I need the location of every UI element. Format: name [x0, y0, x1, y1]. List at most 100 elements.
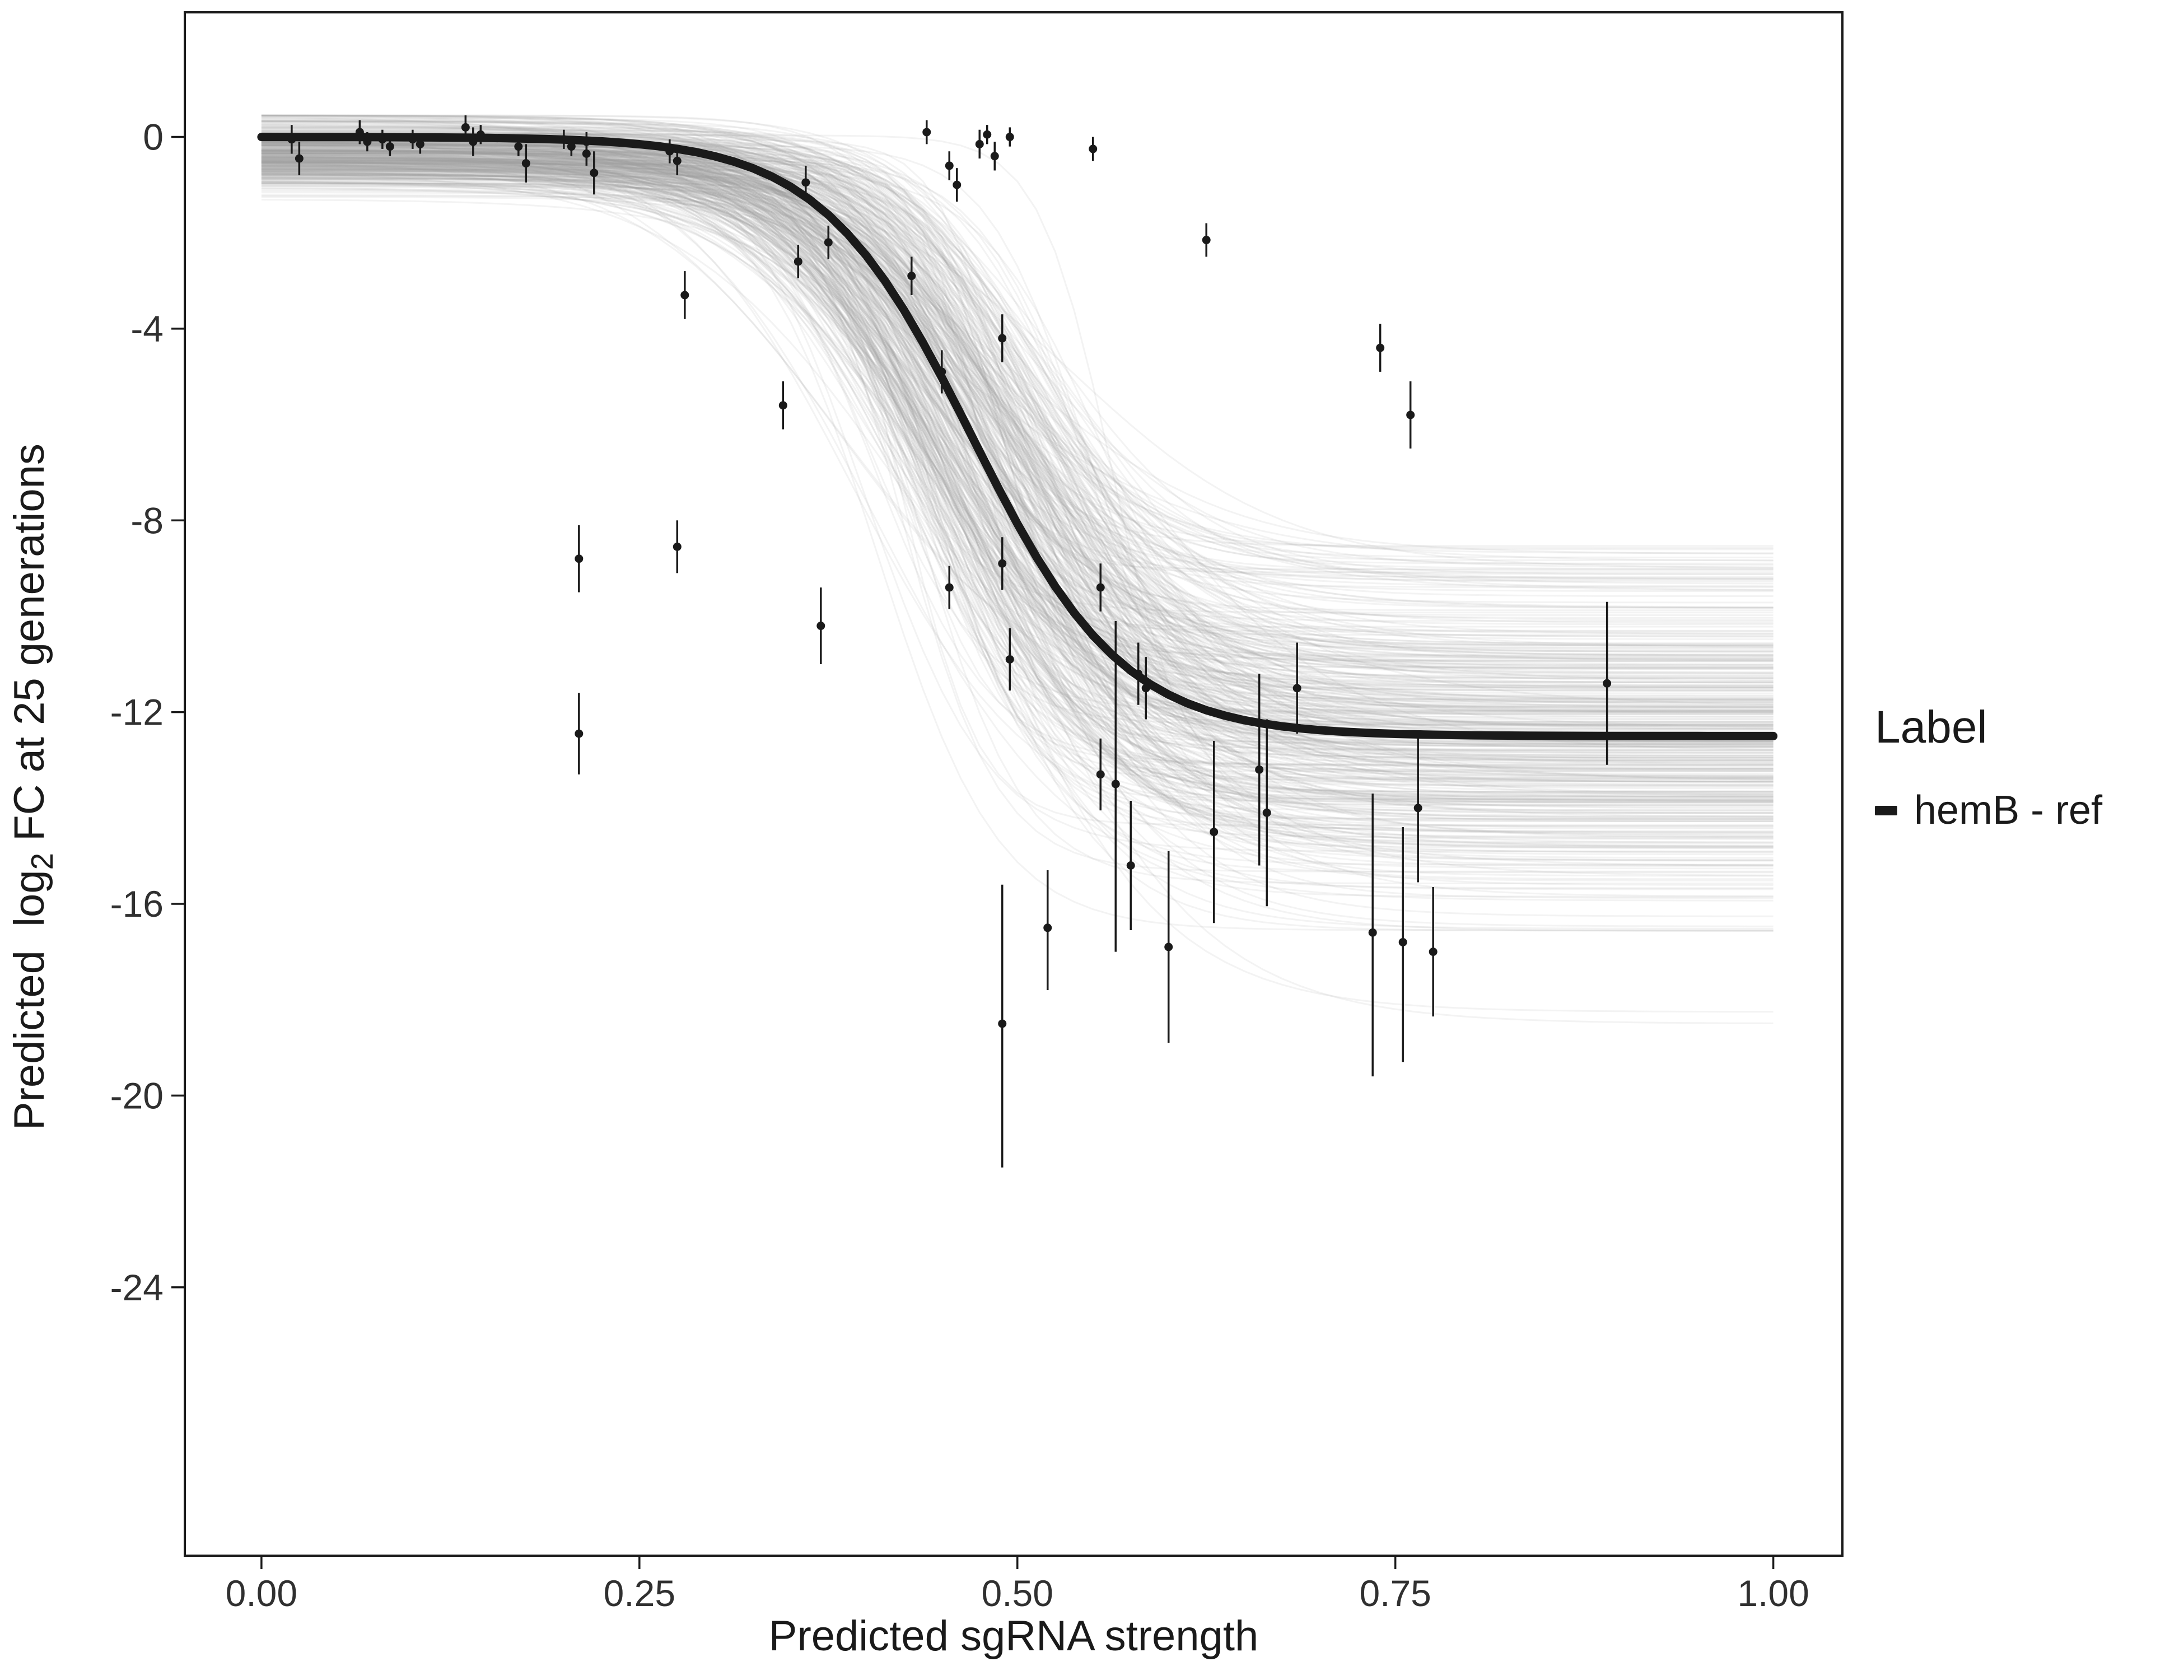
x-tick-label: 0.25	[604, 1572, 675, 1614]
ensemble-curve	[261, 154, 1774, 777]
ensemble-curve	[261, 153, 1774, 781]
ensemble-curve	[261, 132, 1774, 770]
ensemble-curve	[261, 151, 1774, 762]
ensemble-curve	[261, 156, 1774, 723]
data-point	[1255, 765, 1264, 774]
ensemble-curve	[261, 139, 1774, 701]
ensemble-curve	[261, 178, 1774, 754]
ensemble-curve	[261, 150, 1774, 558]
data-point	[665, 147, 674, 156]
ensemble-curve	[261, 161, 1774, 861]
ensemble-curves	[261, 114, 1774, 1024]
data-point	[1202, 236, 1211, 245]
ensemble-curve	[261, 149, 1774, 675]
ensemble-curve	[261, 170, 1774, 712]
ensemble-curve	[261, 114, 1774, 780]
legend-title: Label	[1875, 702, 1987, 753]
ensemble-curve	[261, 157, 1774, 795]
ensemble-curve	[261, 150, 1774, 604]
ensemble-curve	[261, 176, 1774, 759]
ensemble-curve	[261, 153, 1774, 701]
ensemble-curve	[261, 170, 1774, 822]
ensemble-curve	[261, 115, 1774, 806]
ensemble-curve	[261, 153, 1774, 877]
ensemble-curve	[261, 174, 1774, 931]
legend-entry-label: hemB - ref	[1914, 788, 2103, 833]
ensemble-curve	[261, 142, 1774, 853]
ensemble-curve	[261, 167, 1774, 587]
ensemble-curve	[261, 178, 1774, 661]
ensemble-curve	[261, 166, 1774, 752]
ensemble-curve	[261, 170, 1774, 917]
ensemble-curve	[261, 164, 1774, 795]
ensemble-curve	[261, 158, 1774, 578]
ensemble-curve	[261, 161, 1774, 890]
y-tick-label: -12	[110, 692, 164, 733]
ensemble-curve	[261, 169, 1774, 682]
ensemble-curve	[261, 160, 1774, 843]
ensemble-curve	[261, 185, 1774, 566]
ensemble-curve	[261, 145, 1774, 802]
ensemble-curve	[261, 150, 1774, 862]
ensemble-curve	[261, 156, 1774, 692]
ensemble-curve	[261, 158, 1774, 762]
ensemble-curve	[261, 177, 1774, 679]
data-point	[1603, 679, 1612, 688]
data-point	[1376, 343, 1385, 352]
data-point	[824, 238, 833, 247]
ensemble-curve	[261, 160, 1774, 703]
ensemble-curve	[261, 151, 1774, 647]
data-point	[1096, 770, 1105, 779]
ensemble-curve	[261, 146, 1774, 834]
ensemble-curve	[261, 180, 1774, 775]
ensemble-curve	[261, 121, 1774, 803]
ensemble-curve	[261, 154, 1774, 660]
data-point	[378, 135, 387, 144]
ensemble-curve	[261, 128, 1774, 689]
data-point	[416, 139, 424, 148]
ensemble-curve	[261, 142, 1774, 745]
data-point	[582, 149, 591, 158]
ensemble-curve	[261, 159, 1774, 670]
ensemble-curve	[261, 114, 1774, 833]
data-point	[287, 135, 296, 144]
ensemble-curve	[261, 120, 1774, 745]
ensemble-curve	[261, 162, 1774, 703]
ensemble-curve	[261, 114, 1774, 754]
ensemble-curve	[261, 169, 1774, 779]
ensemble-curve	[261, 115, 1774, 726]
legend-key-line-icon	[1875, 805, 1897, 815]
ensemble-curve	[261, 148, 1774, 650]
ensemble-curve	[261, 148, 1774, 646]
data-point	[1368, 928, 1377, 937]
ensemble-curve	[261, 114, 1774, 817]
data-point	[1398, 937, 1407, 946]
ensemble-curve	[261, 127, 1774, 750]
ensemble-curve	[261, 153, 1774, 689]
ensemble-curve	[261, 161, 1774, 838]
ensemble-curve	[261, 162, 1774, 848]
ensemble-curve	[261, 142, 1774, 932]
ensemble-curve	[261, 150, 1774, 820]
ensemble-curve	[261, 164, 1774, 776]
data-point	[801, 178, 810, 187]
ensemble-curve	[261, 187, 1774, 802]
ensemble-curve	[261, 156, 1774, 743]
ensemble-curve	[261, 176, 1774, 787]
ensemble-curve	[261, 167, 1774, 660]
ensemble-curve	[261, 150, 1774, 688]
ensemble-curve	[261, 175, 1774, 838]
data-point	[1406, 410, 1415, 419]
ensemble-curve	[261, 150, 1774, 797]
data-point	[1134, 669, 1143, 678]
ensemble-curve	[261, 161, 1774, 708]
ensemble-curve	[261, 150, 1774, 796]
ensemble-curve	[261, 164, 1774, 780]
ensemble-curve	[261, 147, 1774, 745]
data-point	[990, 152, 999, 161]
ensemble-curve	[261, 126, 1774, 806]
ensemble-curve	[261, 160, 1774, 799]
ensemble-curve	[261, 169, 1774, 711]
ensemble-curve	[261, 156, 1774, 677]
ensemble-curve	[261, 144, 1774, 866]
